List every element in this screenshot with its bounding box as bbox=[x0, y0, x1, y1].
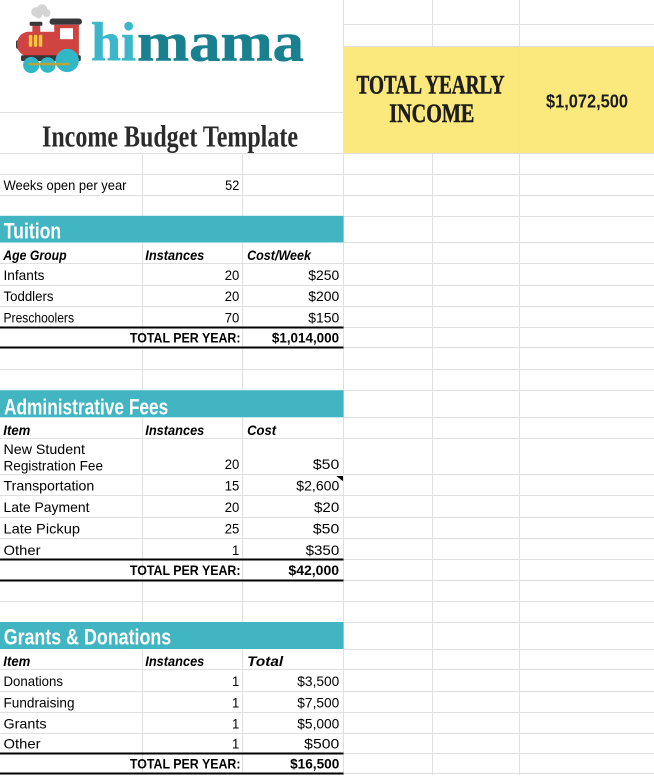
svg-text:$20: $20 bbox=[314, 500, 340, 515]
svg-text:Late Pickup: Late Pickup bbox=[4, 522, 81, 537]
svg-text:$200: $200 bbox=[308, 289, 339, 304]
svg-text:20: 20 bbox=[225, 268, 240, 283]
svg-text:$350: $350 bbox=[306, 543, 340, 558]
svg-text:$16,500: $16,500 bbox=[290, 757, 340, 772]
svg-text:Item: Item bbox=[3, 423, 30, 438]
svg-text:1: 1 bbox=[232, 695, 239, 710]
svg-text:Weeks open per year: Weeks open per year bbox=[4, 178, 127, 193]
svg-text:Instances: Instances bbox=[145, 654, 204, 669]
svg-text:52: 52 bbox=[225, 178, 239, 193]
svg-text:20: 20 bbox=[225, 500, 240, 515]
svg-text:Other: Other bbox=[4, 543, 41, 558]
svg-text:Transportation: Transportation bbox=[4, 479, 95, 494]
svg-text:hi: hi bbox=[91, 12, 136, 73]
svg-text:1: 1 bbox=[232, 737, 239, 752]
svg-text:TOTAL PER YEAR:: TOTAL PER YEAR: bbox=[130, 563, 241, 578]
svg-text:Item: Item bbox=[3, 654, 30, 669]
svg-text:TOTAL YEARLY: TOTAL YEARLY bbox=[357, 71, 505, 100]
svg-text:$1,072,500: $1,072,500 bbox=[546, 90, 628, 111]
svg-text:$2,600: $2,600 bbox=[296, 479, 339, 494]
svg-text:INCOME: INCOME bbox=[389, 99, 474, 128]
svg-text:Donations: Donations bbox=[4, 674, 64, 689]
svg-text:Income Budget Template: Income Budget Template bbox=[42, 119, 298, 154]
svg-text:Instances: Instances bbox=[145, 248, 204, 263]
svg-text:$500: $500 bbox=[304, 737, 339, 752]
svg-text:Preschoolers: Preschoolers bbox=[4, 311, 75, 326]
svg-text:Administrative Fees: Administrative Fees bbox=[4, 394, 168, 419]
svg-text:$3,500: $3,500 bbox=[297, 674, 339, 689]
svg-text:Cost/Week: Cost/Week bbox=[247, 248, 312, 263]
svg-text:$150: $150 bbox=[308, 311, 339, 326]
svg-text:15: 15 bbox=[225, 479, 240, 494]
svg-text:TOTAL PER YEAR:: TOTAL PER YEAR: bbox=[130, 757, 241, 772]
svg-text:1: 1 bbox=[232, 543, 239, 558]
svg-text:Tuition: Tuition bbox=[4, 219, 62, 244]
svg-text:25: 25 bbox=[225, 522, 240, 537]
svg-text:$5,000: $5,000 bbox=[297, 717, 339, 732]
svg-text:20: 20 bbox=[225, 289, 240, 304]
svg-text:$7,500: $7,500 bbox=[297, 695, 339, 710]
svg-text:1: 1 bbox=[232, 717, 239, 732]
svg-text:Total: Total bbox=[247, 654, 284, 669]
svg-text:Late Payment: Late Payment bbox=[4, 500, 90, 515]
svg-text:TOTAL PER YEAR:: TOTAL PER YEAR: bbox=[130, 331, 241, 346]
svg-text:Other: Other bbox=[4, 737, 41, 752]
svg-text:$50: $50 bbox=[313, 457, 340, 472]
svg-text:Grants: Grants bbox=[4, 717, 47, 732]
svg-text:Age Group: Age Group bbox=[2, 248, 66, 263]
svg-text:Toddlers: Toddlers bbox=[4, 289, 54, 304]
svg-text:1: 1 bbox=[232, 674, 239, 689]
svg-text:70: 70 bbox=[225, 311, 240, 326]
svg-text:$1,014,000: $1,014,000 bbox=[272, 331, 340, 346]
svg-text:Grants & Donations: Grants & Donations bbox=[4, 624, 172, 649]
svg-text:Cost: Cost bbox=[247, 423, 277, 438]
svg-text:$50: $50 bbox=[313, 522, 340, 537]
svg-text:$42,000: $42,000 bbox=[288, 563, 339, 578]
svg-text:Instances: Instances bbox=[145, 423, 204, 438]
svg-text:20: 20 bbox=[225, 457, 240, 472]
svg-text:Infants: Infants bbox=[4, 268, 45, 283]
svg-text:Fundraising: Fundraising bbox=[4, 695, 75, 710]
svg-text:New Student: New Student bbox=[4, 442, 86, 457]
svg-text:mama: mama bbox=[137, 12, 304, 73]
svg-text:$250: $250 bbox=[308, 268, 339, 283]
svg-text:Registration Fee: Registration Fee bbox=[4, 458, 104, 473]
